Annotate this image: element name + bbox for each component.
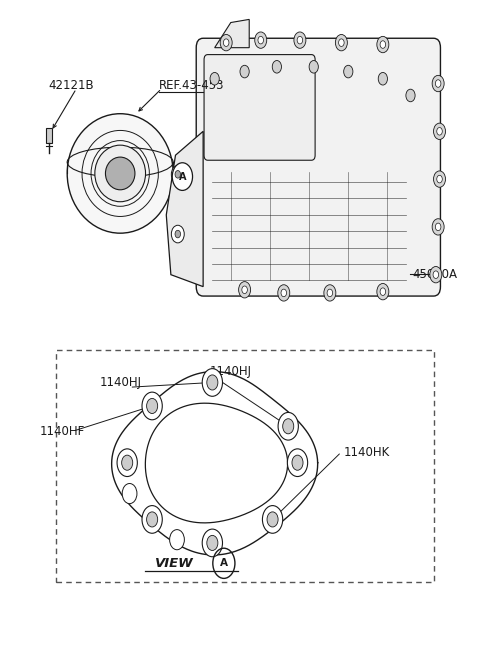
Circle shape bbox=[278, 285, 290, 301]
Circle shape bbox=[377, 284, 389, 300]
Text: 42121B: 42121B bbox=[49, 79, 95, 92]
Circle shape bbox=[344, 66, 353, 78]
Circle shape bbox=[223, 39, 229, 47]
Text: 1140HK: 1140HK bbox=[344, 445, 390, 458]
Circle shape bbox=[117, 449, 137, 477]
Circle shape bbox=[324, 285, 336, 301]
Polygon shape bbox=[166, 131, 203, 287]
Circle shape bbox=[433, 123, 445, 140]
Circle shape bbox=[240, 66, 249, 78]
Text: A: A bbox=[220, 558, 228, 569]
Circle shape bbox=[207, 535, 218, 550]
Circle shape bbox=[309, 60, 318, 73]
Circle shape bbox=[202, 369, 223, 396]
Circle shape bbox=[175, 231, 180, 238]
Circle shape bbox=[378, 73, 387, 85]
Circle shape bbox=[406, 89, 415, 102]
Circle shape bbox=[171, 225, 184, 243]
Text: VIEW: VIEW bbox=[155, 557, 194, 570]
Circle shape bbox=[272, 60, 281, 73]
Circle shape bbox=[169, 530, 184, 550]
Circle shape bbox=[435, 80, 441, 87]
Circle shape bbox=[242, 286, 247, 293]
Circle shape bbox=[122, 483, 137, 504]
Text: 1140HJ: 1140HJ bbox=[99, 376, 142, 388]
Circle shape bbox=[172, 162, 192, 191]
FancyBboxPatch shape bbox=[196, 38, 441, 296]
Text: 1140HF: 1140HF bbox=[39, 424, 85, 438]
Circle shape bbox=[263, 506, 283, 533]
Text: 1140HJ: 1140HJ bbox=[210, 365, 252, 378]
Circle shape bbox=[380, 41, 385, 48]
Circle shape bbox=[377, 37, 389, 52]
Circle shape bbox=[327, 289, 333, 297]
Circle shape bbox=[258, 37, 264, 44]
Circle shape bbox=[292, 455, 303, 470]
Circle shape bbox=[239, 282, 251, 298]
Ellipse shape bbox=[95, 145, 145, 202]
Text: 45000A: 45000A bbox=[413, 267, 458, 280]
Circle shape bbox=[142, 392, 162, 420]
Circle shape bbox=[336, 35, 348, 51]
Text: REF.43-453: REF.43-453 bbox=[159, 79, 225, 92]
Circle shape bbox=[433, 171, 445, 187]
Circle shape bbox=[437, 128, 442, 135]
Circle shape bbox=[380, 288, 385, 295]
Circle shape bbox=[433, 271, 439, 278]
Polygon shape bbox=[215, 20, 249, 48]
Ellipse shape bbox=[106, 157, 135, 190]
Circle shape bbox=[338, 39, 344, 47]
Circle shape bbox=[175, 170, 180, 178]
Circle shape bbox=[432, 219, 444, 235]
Circle shape bbox=[171, 166, 184, 183]
FancyBboxPatch shape bbox=[204, 54, 315, 160]
Circle shape bbox=[430, 267, 442, 283]
Polygon shape bbox=[46, 128, 52, 143]
Circle shape bbox=[267, 512, 278, 527]
Circle shape bbox=[432, 75, 444, 92]
Circle shape bbox=[281, 289, 287, 297]
Circle shape bbox=[437, 176, 442, 183]
Circle shape bbox=[255, 32, 267, 48]
Circle shape bbox=[207, 375, 218, 390]
Circle shape bbox=[142, 506, 162, 533]
Circle shape bbox=[121, 455, 133, 470]
Circle shape bbox=[283, 419, 294, 434]
Text: A: A bbox=[179, 172, 186, 181]
Circle shape bbox=[146, 398, 157, 413]
Circle shape bbox=[278, 413, 299, 440]
Ellipse shape bbox=[67, 114, 173, 233]
Circle shape bbox=[288, 449, 308, 477]
Circle shape bbox=[202, 529, 223, 557]
Circle shape bbox=[146, 512, 157, 527]
Circle shape bbox=[435, 223, 441, 231]
Circle shape bbox=[294, 32, 306, 48]
Circle shape bbox=[210, 73, 219, 85]
Circle shape bbox=[297, 37, 303, 44]
Circle shape bbox=[220, 35, 232, 51]
